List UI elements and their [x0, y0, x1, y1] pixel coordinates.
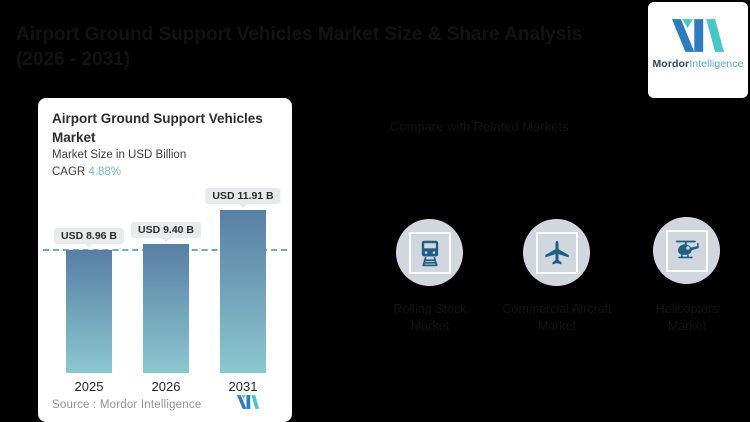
bar — [143, 244, 189, 373]
icon-frame — [535, 231, 578, 274]
brand-name-light: Intelligence — [689, 58, 744, 70]
market-size-card: Airport Ground Support Vehicles Market M… — [38, 98, 292, 422]
source-row: Source : Mordor Intelligence — [52, 395, 278, 413]
related-market-tile-aviation — [523, 219, 590, 286]
cagr-value: 4.88% — [88, 166, 122, 178]
bar-value-badge: USD 9.40 B — [130, 222, 202, 242]
source-text: Source : Mordor Intelligence — [52, 399, 202, 411]
bar-chart: USD 8.96 B 2025 USD 9.40 B 2026 USD 11.91 B 2… — [38, 98, 292, 422]
mordor-logo-icon — [672, 19, 724, 52]
brand-name-bold: Mordor — [652, 58, 690, 70]
airplane-icon — [544, 240, 569, 264]
brand-logo-text: MordorIntelligence — [652, 58, 743, 70]
icon-frame — [408, 231, 451, 274]
cagr-label: CAGR — [52, 166, 86, 178]
related-market-label-rail: Rolling Stock Market — [393, 302, 467, 333]
page-title: Airport Ground Support Vehicles Market S… — [16, 24, 583, 70]
card-title: Airport Ground Support Vehicles Market — [52, 111, 263, 145]
bar-value-badge: USD 8.96 B — [53, 228, 125, 248]
brand-logo-card: MordorIntelligence — [648, 2, 748, 98]
x-axis-label: 2026 — [151, 379, 181, 394]
related-market-label-aircraft: Commercial Aircraft Market — [502, 302, 612, 333]
card-subtitle: Market Size in USD Billion — [52, 149, 187, 161]
cagr-row: CAGR 4.88% — [52, 166, 121, 178]
bar — [220, 210, 266, 373]
x-axis-label: 2031 — [228, 379, 258, 394]
x-axis-label: 2025 — [74, 379, 104, 394]
bar — [66, 250, 112, 373]
icon-frame — [665, 229, 708, 272]
related-market-tile-rail — [396, 219, 463, 286]
related-market-label-helicopters: Helicopters Market — [655, 302, 719, 333]
mordor-logo-mini-icon — [237, 395, 259, 409]
helicopter-icon — [675, 240, 699, 258]
related-markets-heading: Compare with Related Markets — [390, 119, 569, 134]
train-icon — [421, 240, 438, 266]
related-market-tile-helicopters — [653, 217, 720, 284]
bar-value-badge: USD 11.91 B — [205, 188, 281, 208]
